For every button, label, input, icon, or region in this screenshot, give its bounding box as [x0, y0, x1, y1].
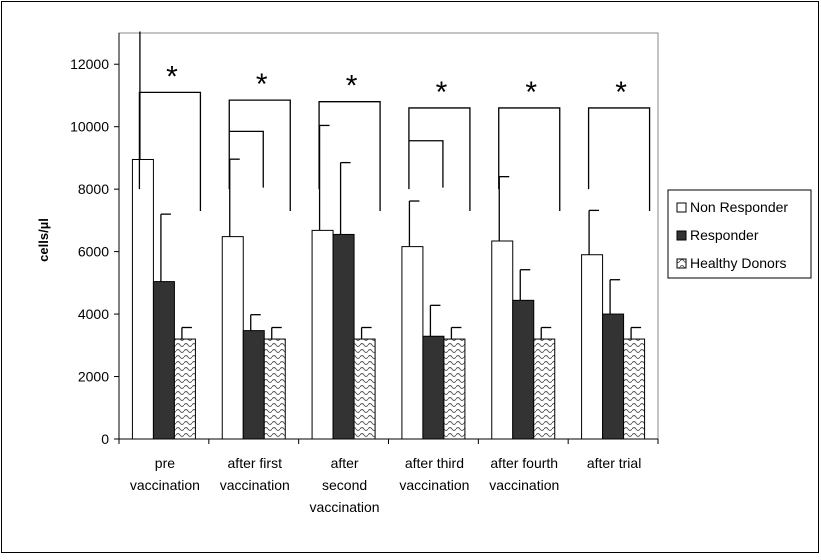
legend-label: Non Responder — [690, 199, 788, 215]
bar — [491, 240, 514, 440]
bar — [422, 335, 445, 440]
x-category-label: after — [331, 455, 359, 471]
x-category-label: vaccination — [220, 477, 290, 493]
x-category-label: vaccination — [399, 477, 469, 493]
significance-star: * — [346, 70, 358, 103]
bar — [353, 338, 376, 440]
y-tick-label: 10000 — [70, 119, 109, 135]
significance-bracket — [498, 107, 561, 212]
x-category-label: vaccination — [310, 499, 380, 515]
significance-bracket — [408, 107, 471, 212]
y-tick-label: 4000 — [78, 306, 109, 322]
bar — [173, 338, 196, 440]
x-category-label: vaccination — [130, 477, 200, 493]
significance-bracket — [587, 107, 651, 212]
y-tick-label: 8000 — [78, 181, 109, 197]
y-axis-label: cells/µl — [36, 218, 51, 262]
significance-star: * — [615, 76, 627, 109]
x-category-label: vaccination — [489, 477, 559, 493]
significance-star: * — [525, 76, 537, 109]
bar — [311, 229, 334, 440]
bar — [443, 338, 466, 440]
legend-swatch — [676, 258, 687, 269]
y-tick-label: 0 — [101, 431, 109, 447]
y-tick-label: 12000 — [70, 56, 109, 72]
bar — [512, 299, 535, 440]
x-category-label: after trial — [587, 455, 641, 471]
bar — [602, 313, 625, 440]
y-tick-label: 6000 — [78, 244, 109, 260]
legend-swatch — [676, 202, 687, 213]
x-category-label: after first — [228, 455, 283, 471]
bar — [242, 330, 265, 440]
significance-bracket-inner — [229, 130, 264, 188]
x-category-label: after third — [405, 455, 464, 471]
significance-star: * — [166, 60, 178, 93]
bar — [263, 338, 286, 440]
legend-label: Responder — [690, 227, 759, 243]
bar — [623, 338, 646, 440]
significance-bracket — [228, 99, 291, 212]
bar — [533, 338, 556, 440]
bar — [152, 281, 175, 440]
significance-bracket — [318, 101, 381, 212]
significance-star: * — [256, 68, 268, 101]
bar — [332, 233, 355, 440]
bar — [581, 254, 604, 440]
x-category-label: after fourth — [490, 455, 558, 471]
bar — [131, 158, 154, 440]
bar — [221, 236, 244, 440]
legend-swatch — [676, 230, 687, 241]
significance-bracket-inner — [408, 140, 444, 188]
x-category-label: pre — [155, 455, 175, 471]
significance-bracket — [138, 91, 202, 212]
significance-star: * — [436, 76, 448, 109]
x-category-label: second — [322, 477, 367, 493]
legend — [667, 189, 812, 279]
legend-label: Healthy Donors — [690, 255, 787, 271]
bar — [401, 246, 424, 440]
y-tick-label: 2000 — [78, 369, 109, 385]
